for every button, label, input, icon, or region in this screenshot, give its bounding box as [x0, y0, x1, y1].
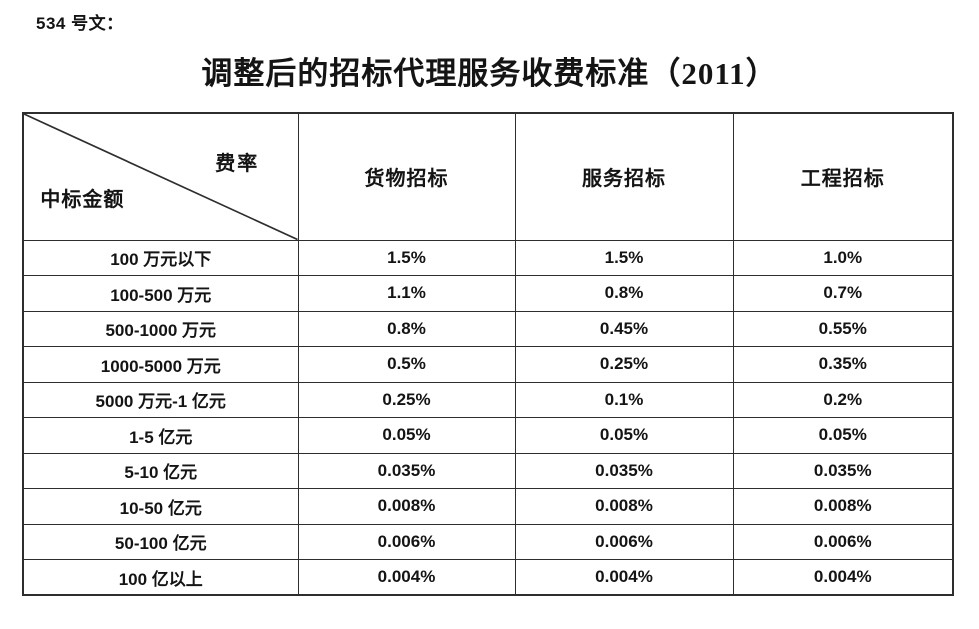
rate-cell-engineering: 0.004%	[732, 559, 954, 596]
column-header-goods-bidding: 货物招标	[297, 112, 516, 241]
corner-label-rate: 费率	[215, 152, 260, 175]
doc-number-label: 534 号文：	[36, 14, 124, 33]
amount-cell: 5-10 亿元	[22, 452, 299, 489]
rate-cell-goods: 1.5%	[297, 239, 516, 276]
rate-cell-goods: 0.008%	[297, 488, 516, 525]
amount-cell: 500-1000 万元	[22, 310, 299, 347]
rate-cell-service: 0.05%	[514, 417, 734, 454]
table-row: 10-50 亿元 0.008% 0.008% 0.008%	[22, 488, 954, 525]
corner-label-amount: 中标金额	[40, 188, 125, 211]
amount-cell: 100 亿以上	[22, 559, 299, 596]
rate-cell-service: 0.008%	[514, 488, 734, 525]
corner-header-cell: 费率 中标金额	[22, 112, 299, 241]
amount-cell: 10-50 亿元	[22, 488, 299, 525]
rate-cell-engineering: 0.006%	[732, 523, 954, 560]
table-row: 1000-5000 万元 0.5% 0.25% 0.35%	[22, 346, 954, 383]
rate-cell-service: 0.8%	[514, 275, 734, 312]
rate-cell-goods: 0.006%	[297, 523, 516, 560]
rate-cell-engineering: 0.008%	[732, 488, 954, 525]
table-header-row: 费率 中标金额 货物招标 服务招标 工程招标	[22, 112, 954, 241]
rate-cell-service: 0.035%	[514, 452, 734, 489]
rate-cell-engineering: 0.2%	[732, 381, 954, 418]
column-header-service-bidding: 服务招标	[514, 112, 734, 241]
table-row: 5-10 亿元 0.035% 0.035% 0.035%	[22, 452, 954, 489]
table-row: 100 亿以上 0.004% 0.004% 0.004%	[22, 559, 954, 596]
rate-cell-goods: 0.5%	[297, 346, 516, 383]
table-row: 5000 万元-1 亿元 0.25% 0.1% 0.2%	[22, 381, 954, 418]
rate-cell-engineering: 1.0%	[732, 239, 954, 276]
table-row: 500-1000 万元 0.8% 0.45% 0.55%	[22, 310, 954, 347]
rate-cell-engineering: 0.7%	[732, 275, 954, 312]
rate-cell-goods: 1.1%	[297, 275, 516, 312]
amount-cell: 100 万元以下	[22, 239, 299, 276]
table-row: 100-500 万元 1.1% 0.8% 0.7%	[22, 275, 954, 312]
amount-cell: 1000-5000 万元	[22, 346, 299, 383]
rate-cell-service: 0.004%	[514, 559, 734, 596]
rate-cell-service: 0.45%	[514, 310, 734, 347]
table-row: 50-100 亿元 0.006% 0.006% 0.006%	[22, 523, 954, 560]
rate-cell-service: 0.1%	[514, 381, 734, 418]
rate-cell-engineering: 0.55%	[732, 310, 954, 347]
rate-cell-goods: 0.8%	[297, 310, 516, 347]
table-row: 1-5 亿元 0.05% 0.05% 0.05%	[22, 417, 954, 454]
rate-cell-engineering: 0.05%	[732, 417, 954, 454]
rate-cell-goods: 0.004%	[297, 559, 516, 596]
amount-cell: 50-100 亿元	[22, 523, 299, 560]
rate-cell-goods: 0.05%	[297, 417, 516, 454]
rate-cell-service: 0.006%	[514, 523, 734, 560]
fee-table: 费率 中标金额 货物招标 服务招标 工程招标 100 万元以下 1.5% 1.5…	[22, 112, 954, 596]
diagonal-divider-line	[24, 114, 298, 240]
amount-cell: 1-5 亿元	[22, 417, 299, 454]
table-row: 100 万元以下 1.5% 1.5% 1.0%	[22, 239, 954, 276]
rate-cell-service: 1.5%	[514, 239, 734, 276]
amount-cell: 100-500 万元	[22, 275, 299, 312]
rate-cell-goods: 0.25%	[297, 381, 516, 418]
rate-cell-engineering: 0.035%	[732, 452, 954, 489]
page-title: 调整后的招标代理服务收费标准（2011）	[201, 56, 778, 91]
amount-cell: 5000 万元-1 亿元	[22, 381, 299, 418]
column-header-engineering-bidding: 工程招标	[732, 112, 954, 241]
rate-cell-engineering: 0.35%	[732, 346, 954, 383]
rate-cell-service: 0.25%	[514, 346, 734, 383]
rate-cell-goods: 0.035%	[297, 452, 516, 489]
